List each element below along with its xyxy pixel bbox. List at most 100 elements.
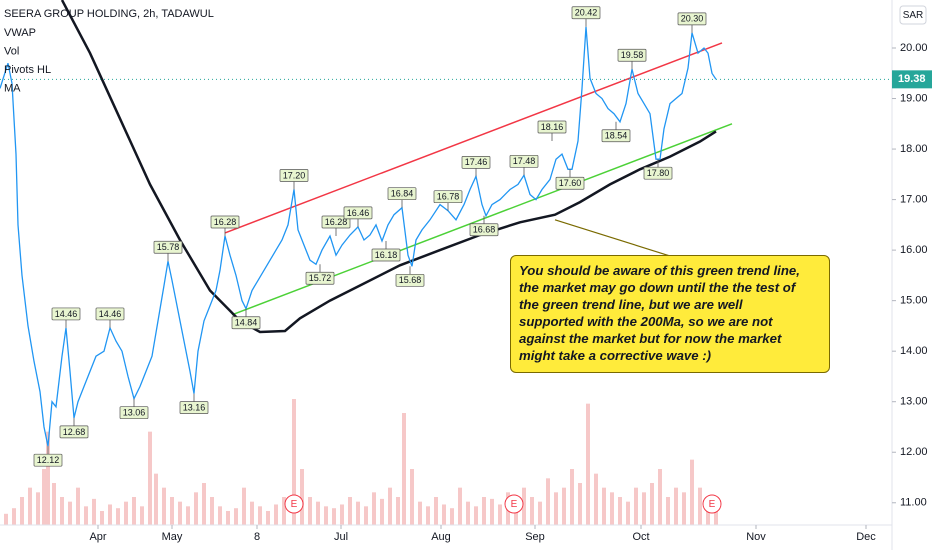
pivot-box bbox=[555, 176, 585, 190]
pivot-label: 12.12 bbox=[37, 455, 60, 465]
trend-line bbox=[224, 42, 723, 234]
pivot-box bbox=[469, 223, 499, 237]
x-tick-label: Dec bbox=[856, 531, 876, 543]
x-tick-label: Oct bbox=[632, 531, 649, 543]
indicator-label: Pivots HL bbox=[4, 64, 51, 76]
volume-bar bbox=[538, 501, 542, 525]
earnings-marker bbox=[284, 494, 304, 514]
pivot-box bbox=[387, 187, 417, 201]
volume-bar bbox=[674, 487, 678, 525]
volume-bar bbox=[498, 504, 502, 525]
earnings-marker bbox=[504, 494, 524, 514]
volume-bar bbox=[282, 497, 286, 525]
pivot-label: 16.28 bbox=[325, 217, 348, 227]
indicator-label: MA bbox=[4, 82, 21, 94]
annotation-line: against the market but for now the marke… bbox=[519, 331, 782, 346]
volume-bar bbox=[372, 492, 376, 525]
pivot-box bbox=[231, 316, 261, 330]
pivot-box bbox=[59, 425, 89, 439]
volume-bar bbox=[642, 492, 646, 525]
last-price-tag bbox=[892, 70, 932, 89]
volume-bar bbox=[12, 508, 16, 525]
volume-bar bbox=[154, 473, 158, 525]
pivot-label: 16.46 bbox=[347, 208, 370, 218]
x-tick-label: Nov bbox=[746, 531, 766, 543]
volume-bar bbox=[210, 497, 214, 525]
volume-bar bbox=[546, 478, 550, 525]
last-price-label: 19.38 bbox=[898, 73, 926, 85]
pivot-label: 14.46 bbox=[55, 309, 78, 319]
volume-bar bbox=[474, 506, 478, 525]
volume-bar bbox=[490, 498, 494, 525]
y-tick-label: 17.00 bbox=[900, 193, 928, 205]
volume-bar bbox=[426, 506, 430, 525]
x-tick-label: Apr bbox=[89, 531, 106, 543]
volume-bar bbox=[458, 487, 462, 525]
annotation-line: might take a corrective wave :) bbox=[519, 348, 712, 363]
pivot-label: 17.20 bbox=[283, 170, 306, 180]
volume-bar bbox=[170, 497, 174, 525]
volume-bar bbox=[332, 508, 336, 525]
volume-bar bbox=[132, 497, 136, 525]
pivot-box bbox=[371, 248, 401, 262]
x-tick-label: Aug bbox=[431, 531, 451, 543]
chart-title: SEERA GROUP HOLDING, 2h, TADAWUL bbox=[4, 8, 214, 20]
pivot-label: 18.16 bbox=[541, 122, 564, 132]
y-tick-label: 12.00 bbox=[900, 446, 928, 458]
pivot-box bbox=[321, 215, 351, 229]
y-tick-label: 13.00 bbox=[900, 396, 928, 408]
volume-bar bbox=[714, 506, 718, 525]
pivot-box bbox=[305, 271, 335, 285]
volume-bar bbox=[554, 492, 558, 525]
pivot-label: 16.18 bbox=[375, 250, 398, 260]
pivot-label: 15.72 bbox=[309, 273, 332, 283]
annotation: You should be aware of this green trend … bbox=[510, 255, 830, 373]
moving-average bbox=[60, 0, 717, 334]
volume-bar bbox=[610, 492, 614, 525]
volume-bar bbox=[274, 504, 278, 525]
pivot-label: 16.68 bbox=[473, 225, 496, 235]
annotation-connector bbox=[554, 219, 671, 257]
x-tick-label: Sep bbox=[525, 531, 545, 543]
volume-bar bbox=[226, 511, 230, 525]
pivot-box bbox=[210, 215, 240, 229]
volume-bar bbox=[266, 511, 270, 525]
pivot-label: 15.78 bbox=[157, 242, 180, 252]
volume-bar bbox=[348, 497, 352, 525]
volume-bar bbox=[578, 483, 582, 525]
volume-bar bbox=[380, 498, 384, 525]
volume-bar bbox=[140, 506, 144, 525]
volume-bar bbox=[658, 469, 662, 525]
pivot-box bbox=[279, 169, 309, 182]
pivot-box bbox=[179, 401, 209, 414]
earnings-label: E bbox=[291, 499, 298, 510]
volume-bar bbox=[442, 504, 446, 525]
indicator-label: VWAP bbox=[4, 27, 36, 39]
volume-bar bbox=[434, 497, 438, 525]
volume-bar bbox=[396, 497, 400, 525]
volume-bar bbox=[234, 508, 238, 525]
volume-bar bbox=[650, 483, 654, 525]
volume-bar bbox=[402, 413, 406, 525]
pivot-box bbox=[509, 154, 539, 168]
volume-bar bbox=[60, 497, 64, 525]
volume-bar bbox=[482, 497, 486, 525]
pivot-box bbox=[537, 120, 567, 134]
pivot-label: 16.84 bbox=[391, 189, 414, 199]
volume-bar bbox=[466, 501, 470, 525]
pivot-box bbox=[601, 129, 631, 143]
pivot-box bbox=[643, 166, 673, 180]
volume-bar bbox=[258, 506, 262, 525]
pivot-box bbox=[461, 155, 491, 169]
pivot-label: 16.78 bbox=[437, 192, 460, 202]
volume-bar bbox=[388, 487, 392, 525]
volume-bar bbox=[690, 459, 694, 525]
pivot-label: 12.68 bbox=[63, 427, 86, 437]
volume-bar bbox=[116, 508, 120, 525]
volume-bar bbox=[562, 487, 566, 525]
volume-bar bbox=[514, 501, 518, 525]
pivot-label: 14.84 bbox=[235, 318, 258, 328]
y-tick-label: 18.00 bbox=[900, 143, 928, 155]
pivot-label: 16.28 bbox=[214, 217, 237, 227]
